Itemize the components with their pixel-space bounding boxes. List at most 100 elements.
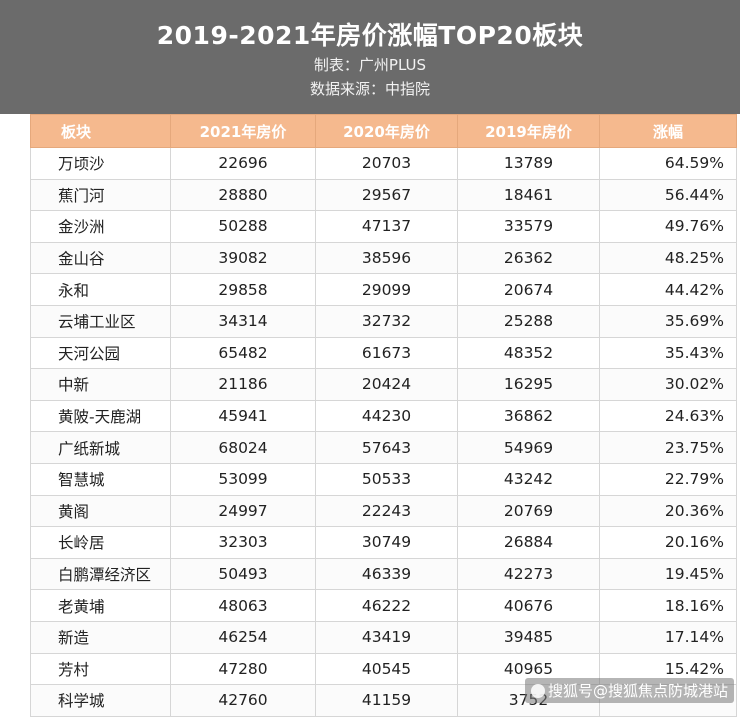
price-2020-cell: 61673 — [316, 337, 458, 369]
district-cell: 万顷沙 — [31, 148, 171, 180]
increase-cell: 20.16% — [600, 527, 737, 559]
price-2020-cell: 47137 — [316, 211, 458, 243]
price-2019-cell: 43242 — [458, 463, 600, 495]
increase-cell: 49.76% — [600, 211, 737, 243]
district-cell: 芳村 — [31, 653, 171, 685]
price-2019-cell: 40676 — [458, 590, 600, 622]
source-caption: 数据来源：中指院 — [0, 78, 740, 99]
price-2019-cell: 39485 — [458, 621, 600, 653]
header-row: 板块 2021年房价 2020年房价 2019年房价 涨幅 — [31, 115, 737, 148]
sohu-logo-icon — [531, 684, 545, 698]
price-2021-cell: 28880 — [171, 179, 316, 211]
increase-cell: 19.45% — [600, 558, 737, 590]
price-2021-cell: 34314 — [171, 305, 316, 337]
price-2021-cell: 22696 — [171, 148, 316, 180]
price-2020-cell: 30749 — [316, 527, 458, 559]
price-2020-cell: 41159 — [316, 685, 458, 717]
increase-cell: 18.16% — [600, 590, 737, 622]
price-2020-cell: 50533 — [316, 463, 458, 495]
price-2021-cell: 39082 — [171, 242, 316, 274]
price-2019-cell: 36862 — [458, 400, 600, 432]
maker-caption: 制表：广州PLUS — [0, 54, 740, 75]
price-2020-cell: 40545 — [316, 653, 458, 685]
increase-cell: 23.75% — [600, 432, 737, 464]
district-cell: 科学城 — [31, 685, 171, 717]
district-cell: 智慧城 — [31, 463, 171, 495]
increase-cell: 17.14% — [600, 621, 737, 653]
price-2021-cell: 24997 — [171, 495, 316, 527]
price-2020-cell: 20703 — [316, 148, 458, 180]
price-2021-cell: 45941 — [171, 400, 316, 432]
price-2020-cell: 44230 — [316, 400, 458, 432]
price-2021-cell: 47280 — [171, 653, 316, 685]
increase-cell: 30.02% — [600, 369, 737, 401]
district-cell: 老黄埔 — [31, 590, 171, 622]
column-header-2021-price: 2021年房价 — [171, 115, 316, 148]
watermark-text: 搜狐号@搜狐焦点防城港站 — [548, 682, 728, 700]
district-cell: 云埔工业区 — [31, 305, 171, 337]
column-header-2019-price: 2019年房价 — [458, 115, 600, 148]
table-header: 板块 2021年房价 2020年房价 2019年房价 涨幅 — [31, 115, 737, 148]
district-cell: 黄阁 — [31, 495, 171, 527]
district-cell: 长岭居 — [31, 527, 171, 559]
price-2020-cell: 32732 — [316, 305, 458, 337]
price-2021-cell: 50493 — [171, 558, 316, 590]
district-cell: 中新 — [31, 369, 171, 401]
price-2020-cell: 46222 — [316, 590, 458, 622]
increase-cell: 22.79% — [600, 463, 737, 495]
price-2019-cell: 48352 — [458, 337, 600, 369]
column-header-2020-price: 2020年房价 — [316, 115, 458, 148]
district-cell: 新造 — [31, 621, 171, 653]
price-2021-cell: 46254 — [171, 621, 316, 653]
price-2021-cell: 68024 — [171, 432, 316, 464]
price-2019-cell: 33579 — [458, 211, 600, 243]
price-2021-cell: 48063 — [171, 590, 316, 622]
increase-cell: 35.69% — [600, 305, 737, 337]
price-2021-cell: 65482 — [171, 337, 316, 369]
increase-cell: 64.59% — [600, 148, 737, 180]
increase-cell: 35.43% — [600, 337, 737, 369]
increase-cell: 20.36% — [600, 495, 737, 527]
district-cell: 金沙洲 — [31, 211, 171, 243]
increase-cell: 44.42% — [600, 274, 737, 306]
district-cell: 广纸新城 — [31, 432, 171, 464]
district-cell: 金山谷 — [31, 242, 171, 274]
column-header-increase: 涨幅 — [600, 115, 737, 148]
district-cell: 永和 — [31, 274, 171, 306]
district-cell: 黄陂-天鹿湖 — [31, 400, 171, 432]
column-header-district: 板块 — [31, 115, 171, 148]
title-banner: 2019-2021年房价涨幅TOP20板块 制表：广州PLUS 数据来源：中指院 — [0, 0, 740, 114]
price-2020-cell: 20424 — [316, 369, 458, 401]
price-2019-cell: 13789 — [458, 148, 600, 180]
price-2021-cell: 32303 — [171, 527, 316, 559]
price-2020-cell: 43419 — [316, 621, 458, 653]
price-2019-cell: 20674 — [458, 274, 600, 306]
increase-cell: 56.44% — [600, 179, 737, 211]
price-2019-cell: 42273 — [458, 558, 600, 590]
district-cell: 白鹏潭经济区 — [31, 558, 171, 590]
price-2019-cell: 18461 — [458, 179, 600, 211]
page-title: 2019-2021年房价涨幅TOP20板块 — [0, 16, 740, 52]
price-2021-cell: 50288 — [171, 211, 316, 243]
price-2020-cell: 46339 — [316, 558, 458, 590]
price-2019-cell: 26884 — [458, 527, 600, 559]
price-2019-cell: 20769 — [458, 495, 600, 527]
district-cell: 蕉门河 — [31, 179, 171, 211]
price-2019-cell: 16295 — [458, 369, 600, 401]
price-2020-cell: 22243 — [316, 495, 458, 527]
price-2021-cell: 42760 — [171, 685, 316, 717]
